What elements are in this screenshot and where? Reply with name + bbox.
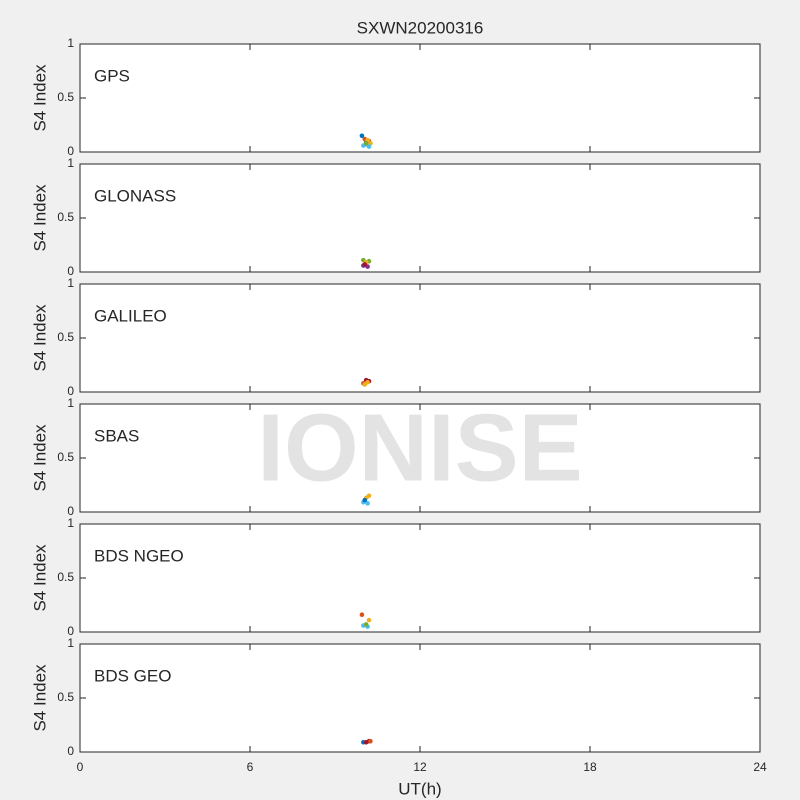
y-tick-label: 1 xyxy=(67,516,74,530)
y-tick-label: 1 xyxy=(67,636,74,650)
y-tick-label: 0.5 xyxy=(57,690,74,704)
scatter-point xyxy=(365,501,370,506)
axes-box xyxy=(79,523,761,633)
scatter-point xyxy=(366,617,372,623)
axes-box xyxy=(79,283,761,393)
y-tick-label: 0 xyxy=(67,504,74,518)
y-tick-label: 1 xyxy=(67,36,74,50)
x-tick-label: 0 xyxy=(77,760,84,774)
scatter-point xyxy=(363,622,369,627)
scatter-point xyxy=(368,738,373,744)
axes-background xyxy=(80,164,760,272)
scatter-point xyxy=(366,144,372,149)
scatter-point xyxy=(363,141,369,146)
y-tick-label: 0.5 xyxy=(57,330,74,344)
y-axis-label: S4 Index xyxy=(30,64,49,132)
y-tick-label: 0.5 xyxy=(57,450,74,464)
y-tick-label: 0 xyxy=(67,624,74,638)
x-tick-label: 24 xyxy=(753,760,767,774)
y-tick-label: 0.5 xyxy=(57,570,74,584)
scatter-point xyxy=(359,133,365,139)
axes-box xyxy=(79,43,761,153)
panel-label: SBAS xyxy=(94,426,139,445)
y-axis-label: S4 Index xyxy=(30,304,49,372)
y-tick-label: 0 xyxy=(67,744,74,758)
chart-title: SXWN20200316 xyxy=(357,18,484,37)
panel-label: GLONASS xyxy=(94,186,176,205)
axes-background xyxy=(80,44,760,152)
x-tick-label: 6 xyxy=(247,760,254,774)
axes-background xyxy=(80,404,760,512)
y-axis-label: S4 Index xyxy=(30,664,49,732)
y-tick-label: 1 xyxy=(67,396,74,410)
panel-label: GALILEO xyxy=(94,306,167,325)
y-tick-label: 0.5 xyxy=(57,210,74,224)
axes-background xyxy=(80,644,760,752)
y-tick-label: 0 xyxy=(67,264,74,278)
watermark: IONISE xyxy=(257,394,582,501)
y-tick-label: 0 xyxy=(67,144,74,158)
panel-label: GPS xyxy=(94,66,130,85)
y-tick-label: 0 xyxy=(67,384,74,398)
axes-background xyxy=(80,524,760,632)
x-tick-label: 12 xyxy=(413,760,427,774)
y-axis-label: S4 Index xyxy=(30,544,49,612)
axes-box xyxy=(79,643,761,753)
scatter-point xyxy=(362,262,368,267)
scatter-point xyxy=(359,612,365,618)
axes-box xyxy=(79,403,761,513)
y-axis-label: S4 Index xyxy=(30,184,49,252)
panel-label: BDS NGEO xyxy=(94,546,184,565)
axes-background xyxy=(80,284,760,392)
y-tick-label: 1 xyxy=(67,156,74,170)
scatter-point xyxy=(365,379,370,385)
axes-box xyxy=(79,163,761,273)
panel-label: BDS GEO xyxy=(94,666,171,685)
y-tick-label: 0.5 xyxy=(57,90,74,104)
y-tick-label: 1 xyxy=(67,276,74,290)
x-tick-label: 18 xyxy=(583,760,597,774)
x-axis-label: UT(h) xyxy=(398,779,441,798)
y-axis-label: S4 Index xyxy=(30,424,49,492)
scatter-point xyxy=(362,497,368,503)
